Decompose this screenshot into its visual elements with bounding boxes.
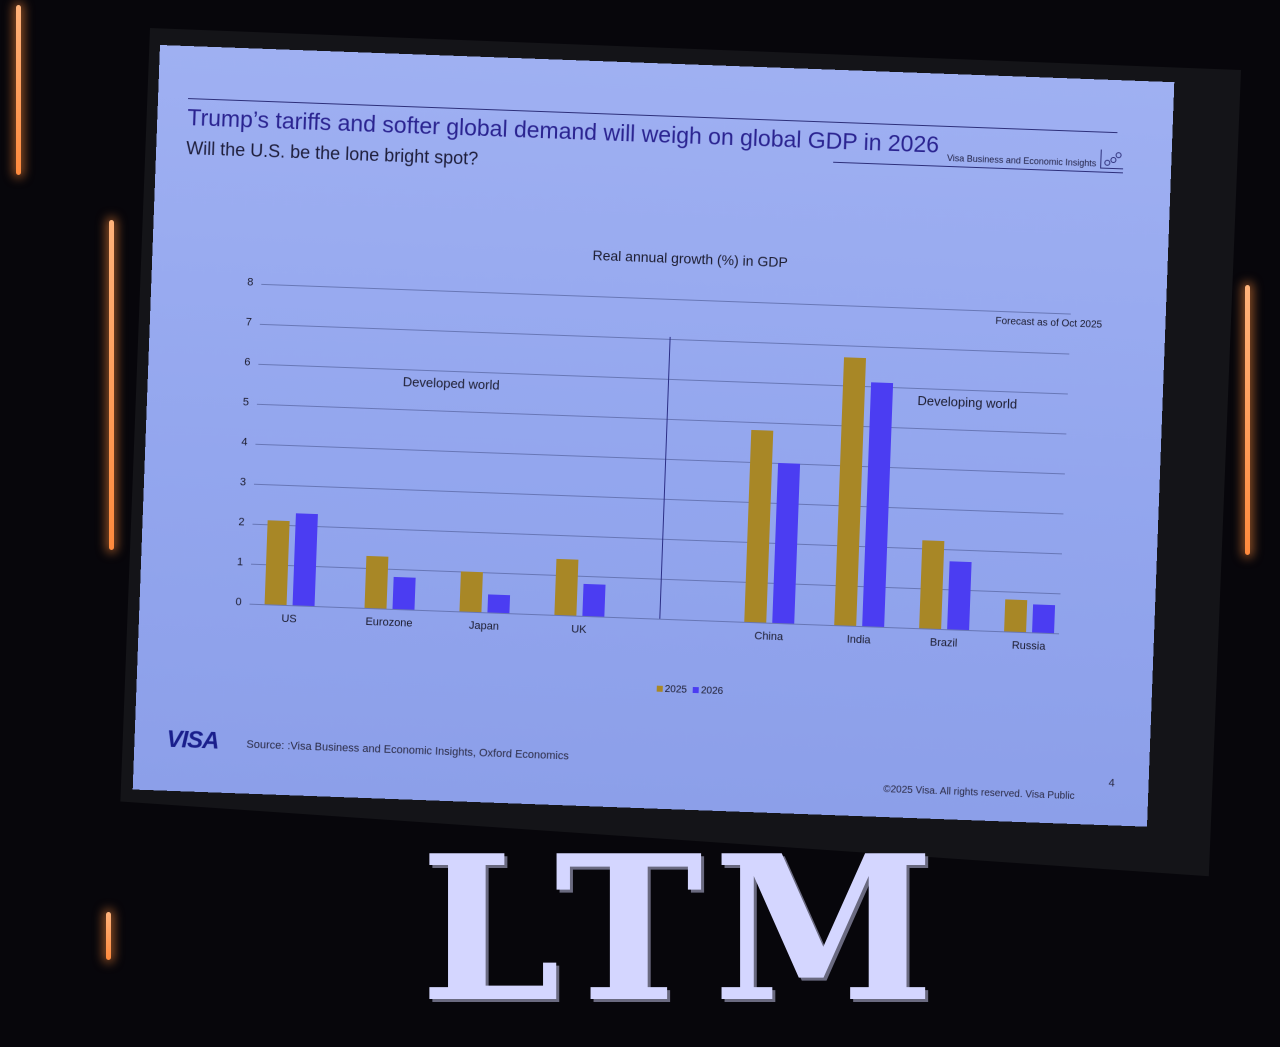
bar-russia-2025: [1004, 599, 1028, 633]
bar-us-2026: [292, 513, 318, 607]
x-tick-label: UK: [570, 623, 587, 637]
brand-header: Visa Business and Economic Insights: [947, 144, 1124, 170]
page-number: 4: [1108, 777, 1115, 790]
bar-japan-2025: [459, 571, 483, 613]
bar-china-2025: [744, 429, 774, 623]
stage-light: [106, 912, 111, 960]
bar-uk-2026: [582, 583, 606, 617]
legend-swatch-2026: [692, 686, 700, 694]
legend-label-2026: 2026: [700, 685, 724, 698]
x-tick-label: Brazil: [929, 636, 958, 650]
x-tick-label: India: [846, 633, 871, 647]
bar-russia-2026: [1032, 604, 1056, 634]
chart-title: Real annual growth (%) in GDP: [592, 246, 789, 271]
x-tick-label: Japan: [468, 619, 500, 633]
presentation-slide: Trump’s tariffs and softer global demand…: [132, 45, 1175, 827]
bar-china-2026: [772, 462, 801, 624]
bar-india-2026: [862, 382, 894, 627]
bar-india-2025: [834, 357, 867, 626]
bar-brazil-2025: [919, 540, 945, 630]
legend-item-2025: 2025: [656, 683, 688, 696]
legend-label-2025: 2025: [664, 683, 688, 696]
bar-layer: US Eurozone Japan UK China India Brazil Russia: [230, 273, 1072, 653]
x-tick-label: Eurozone: [365, 615, 413, 630]
stage-backdrop-letters: LTM: [420, 812, 945, 1047]
visa-logo: VISA: [166, 725, 220, 755]
x-tick-label: Russia: [1011, 639, 1046, 653]
source-note: Source: :Visa Business and Economic Insi…: [246, 738, 570, 763]
legend-swatch-2025: [656, 685, 663, 692]
bar-brazil-2026: [947, 561, 972, 631]
stage-light: [109, 220, 114, 550]
chart-legend: 2025 2026: [656, 683, 724, 698]
stage-light: [16, 5, 21, 175]
x-tick-label: US: [281, 612, 297, 626]
stage-light: [1245, 285, 1250, 555]
bar-japan-2026: [487, 594, 511, 614]
copyright-note: ©2025 Visa. All rights reserved. Visa Pu…: [883, 784, 1075, 803]
bar-us-2025: [264, 520, 290, 606]
x-tick-label: China: [754, 630, 784, 644]
bar-eurozone-2025: [364, 555, 389, 609]
bar-uk-2025: [554, 558, 579, 616]
scatter-plot-icon: [1100, 149, 1124, 170]
legend-item-2026: 2026: [692, 685, 724, 698]
bar-eurozone-2026: [392, 576, 416, 610]
slide-subtitle: Will the U.S. be the lone bright spot?: [185, 138, 479, 169]
